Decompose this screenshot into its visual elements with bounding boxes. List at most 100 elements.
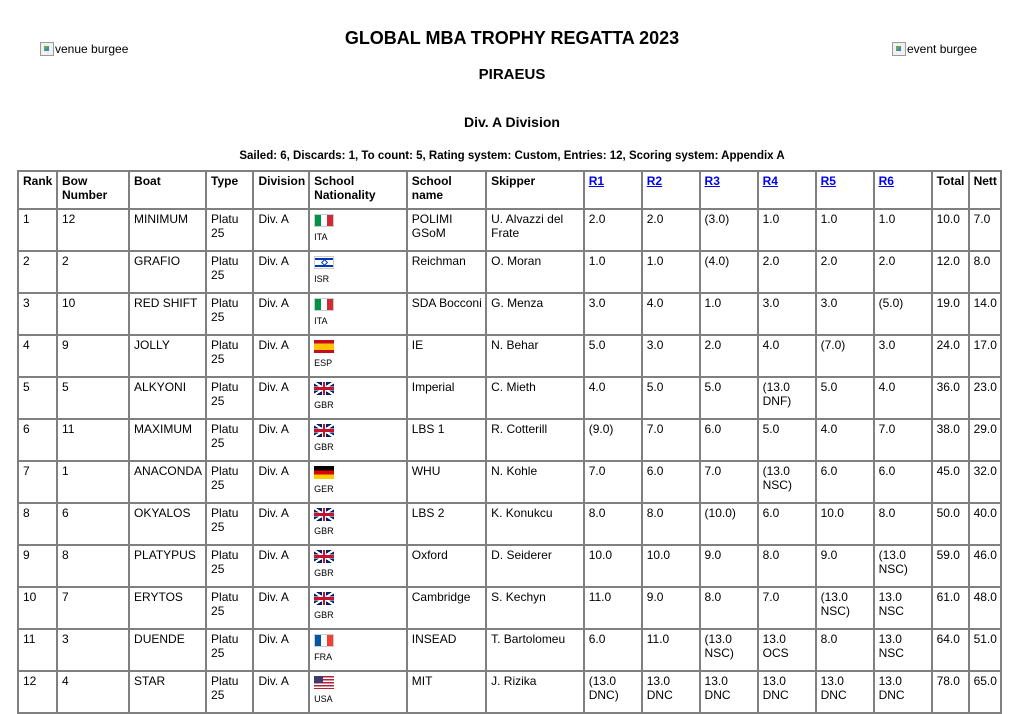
cell-r1: 4.0 — [583, 377, 642, 419]
cell-r4: 7.0 — [757, 587, 816, 629]
header-boat: Boat — [129, 171, 207, 209]
cell-boat: GRAFIO — [129, 251, 207, 293]
flag-gbr-icon — [314, 592, 335, 605]
header-division: Division — [253, 171, 310, 209]
cell-division: Div. A — [253, 419, 310, 461]
header-r6: R6 — [873, 171, 932, 209]
header-school-name: School name — [406, 171, 487, 209]
cell-type: Platu 25 — [206, 587, 254, 629]
cell-skipper: R. Cotterill — [486, 419, 584, 461]
cell-boat: ANACONDA — [129, 461, 207, 503]
cell-total: 36.0 — [931, 377, 969, 419]
race-1-link[interactable]: R1 — [588, 174, 605, 188]
cell-r1: 11.0 — [583, 587, 642, 629]
flag-gbr-icon — [314, 382, 335, 395]
table-row: 11 3 DUENDE Platu 25 Div. A FRA INSEAD T. Barto… — [18, 629, 1001, 671]
cell-r5: 9.0 — [815, 545, 874, 587]
cell-boat: STAR — [129, 671, 207, 713]
cell-school-name: LBS 2 — [406, 503, 487, 545]
header-type: Type — [206, 171, 254, 209]
cell-nett: 14.0 — [968, 293, 1001, 335]
cell-bow-number: 10 — [56, 293, 130, 335]
nationality-code: ESP — [314, 358, 333, 368]
cell-r1: 5.0 — [583, 335, 642, 377]
cell-skipper: U. Alvazzi del Frate — [486, 209, 584, 251]
table-header-row: Rank Bow Number Boat Type Division Schoo… — [18, 171, 1001, 209]
cell-school-name: Cambridge — [406, 587, 487, 629]
header-r4: R4 — [757, 171, 816, 209]
header-bow-number: Bow Number — [56, 171, 130, 209]
cell-r4: (13.0 DNF) — [757, 377, 816, 419]
cell-r2: 2.0 — [641, 209, 700, 251]
cell-rank: 5 — [18, 377, 57, 419]
cell-bow-number: 1 — [56, 461, 130, 503]
cell-type: Platu 25 — [206, 335, 254, 377]
cell-rank: 6 — [18, 419, 57, 461]
race-5-link[interactable]: R5 — [820, 174, 836, 188]
race-2-link[interactable]: R2 — [646, 174, 663, 188]
cell-school-name: Oxford — [406, 545, 487, 587]
cell-school-name: MIT — [406, 671, 487, 713]
cell-r5: (13.0 NSC) — [815, 587, 874, 629]
cell-boat: RED SHIFT — [129, 293, 207, 335]
cell-r5: 6.0 — [815, 461, 874, 503]
cell-r3: 6.0 — [699, 419, 758, 461]
division-title: Div. A Division — [464, 114, 560, 130]
flag-ita-icon — [314, 298, 335, 311]
cell-type: Platu 25 — [206, 629, 254, 671]
cell-rank: 3 — [18, 293, 57, 335]
cell-boat: ALKYONI — [129, 377, 207, 419]
cell-rank: 8 — [18, 503, 57, 545]
nationality-code: GBR — [314, 526, 334, 536]
cell-r5: (7.0) — [815, 335, 874, 377]
table-row: 12 4 STAR Platu 25 Div. A USA MIT J. Rizika (13.… — [18, 671, 1001, 713]
race-6-link[interactable]: R6 — [878, 174, 894, 188]
header-nett: Nett — [968, 171, 1001, 209]
flag-gbr-icon — [314, 508, 335, 521]
cell-rank: 4 — [18, 335, 57, 377]
cell-r3: (3.0) — [699, 209, 758, 251]
cell-division: Div. A — [253, 503, 310, 545]
cell-boat: JOLLY — [129, 335, 207, 377]
cell-type: Platu 25 — [206, 671, 254, 713]
cell-bow-number: 7 — [56, 587, 130, 629]
cell-r3: 13.0 DNC — [699, 671, 758, 713]
nationality-code: GBR — [314, 568, 334, 578]
header-school-nationality: School Nationality — [309, 171, 407, 209]
cell-r4: 13.0 OCS — [757, 629, 816, 671]
header-r3: R3 — [699, 171, 758, 209]
cell-r6: (13.0 NSC) — [873, 545, 932, 587]
cell-r1: 10.0 — [583, 545, 642, 587]
cell-r4: 13.0 DNC — [757, 671, 816, 713]
cell-r2: 13.0 DNC — [641, 671, 700, 713]
cell-division: Div. A — [253, 209, 310, 251]
cell-total: 59.0 — [931, 545, 969, 587]
cell-type: Platu 25 — [206, 209, 254, 251]
race-3-link[interactable]: R3 — [704, 174, 720, 188]
header-skipper: Skipper — [486, 171, 584, 209]
cell-type: Platu 25 — [206, 251, 254, 293]
cell-bow-number: 4 — [56, 671, 130, 713]
cell-r1: 7.0 — [583, 461, 642, 503]
cell-r6: 2.0 — [873, 251, 932, 293]
cell-total: 24.0 — [931, 335, 969, 377]
cell-nett: 8.0 — [968, 251, 1001, 293]
cell-school-name: WHU — [406, 461, 487, 503]
flag-gbr-icon — [314, 550, 335, 563]
cell-r2: 10.0 — [641, 545, 700, 587]
table-row: 5 5 ALKYONI Platu 25 Div. A GBR Imperial C. Mie… — [18, 377, 1001, 419]
cell-nett: 65.0 — [968, 671, 1001, 713]
cell-school-nationality: ITA — [309, 293, 407, 335]
table-row: 8 6 OKYALOS Platu 25 Div. A GBR LBS 2 K. Konukc… — [18, 503, 1001, 545]
cell-nett: 46.0 — [968, 545, 1001, 587]
table-row: 3 10 RED SHIFT Platu 25 Div. A ITA SDA Bocconi… — [18, 293, 1001, 335]
cell-school-nationality: GBR — [309, 503, 407, 545]
race-4-link[interactable]: R4 — [762, 174, 778, 188]
cell-r1: 2.0 — [583, 209, 642, 251]
cell-skipper: S. Kechyn — [486, 587, 584, 629]
cell-r2: 1.0 — [641, 251, 700, 293]
nationality-code: GBR — [314, 610, 334, 620]
cell-r2: 8.0 — [641, 503, 700, 545]
header-rank: Rank — [18, 171, 57, 209]
cell-school-nationality: FRA — [309, 629, 407, 671]
